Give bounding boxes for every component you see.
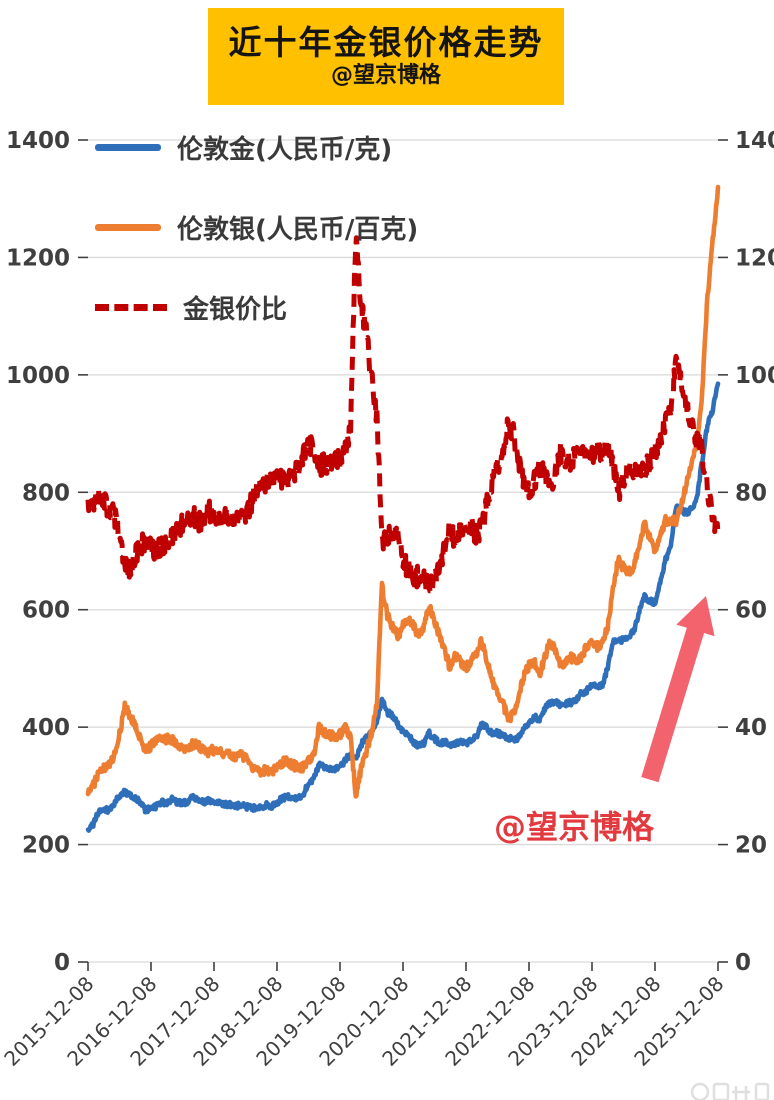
series-line-2 <box>85 235 721 594</box>
legend-item-ratio: 金银价比 <box>95 289 418 325</box>
right-axis-label: 40 <box>735 715 767 741</box>
left-axis-label: 600 <box>22 598 70 624</box>
legend-item-silver: 伦敦银(人民币/百克) <box>95 209 418 245</box>
chart-legend: 伦敦金(人民币/克) 伦敦银(人民币/百克) 金银价比 <box>95 129 418 325</box>
right-axis-label: 140 <box>735 128 774 154</box>
silver-line-swatch <box>95 223 161 231</box>
left-axis-label: 0 <box>54 950 70 976</box>
legend-item-gold: 伦敦金(人民币/克) <box>95 129 418 165</box>
gold-line-swatch <box>95 143 161 151</box>
chart-title-box: 近十年金银价格走势 @望京博格 <box>208 8 564 105</box>
right-axis-label: 20 <box>735 833 767 859</box>
legend-label-ratio: 金银价比 <box>183 294 288 325</box>
ratio-line-swatch <box>95 303 167 311</box>
right-axis-label: 0 <box>735 950 751 976</box>
right-axis-label: 120 <box>735 245 774 271</box>
series-line-0 <box>85 381 721 833</box>
left-axis-label: 400 <box>22 715 70 741</box>
left-axis-label: 1400 <box>6 128 70 154</box>
legend-label-gold: 伦敦金(人民币/克) <box>177 134 393 165</box>
chart-byline: @望京博格 <box>330 63 441 89</box>
right-axis-label: 80 <box>735 480 767 506</box>
cut-off-watermark <box>690 1082 770 1100</box>
left-axis-label: 200 <box>22 833 70 859</box>
legend-label-silver: 伦敦银(人民币/百克) <box>177 214 419 245</box>
series-line-1 <box>85 184 721 799</box>
left-axis-label: 1000 <box>6 363 70 389</box>
chart-title: 近十年金银价格走势 <box>228 22 544 62</box>
red-watermark: @望京博格 <box>494 808 655 846</box>
right-axis-label: 60 <box>735 598 767 624</box>
left-axis-label: 800 <box>22 480 70 506</box>
left-axis-label: 1200 <box>6 245 70 271</box>
right-axis-label: 100 <box>735 363 774 389</box>
up-arrow <box>641 596 715 783</box>
